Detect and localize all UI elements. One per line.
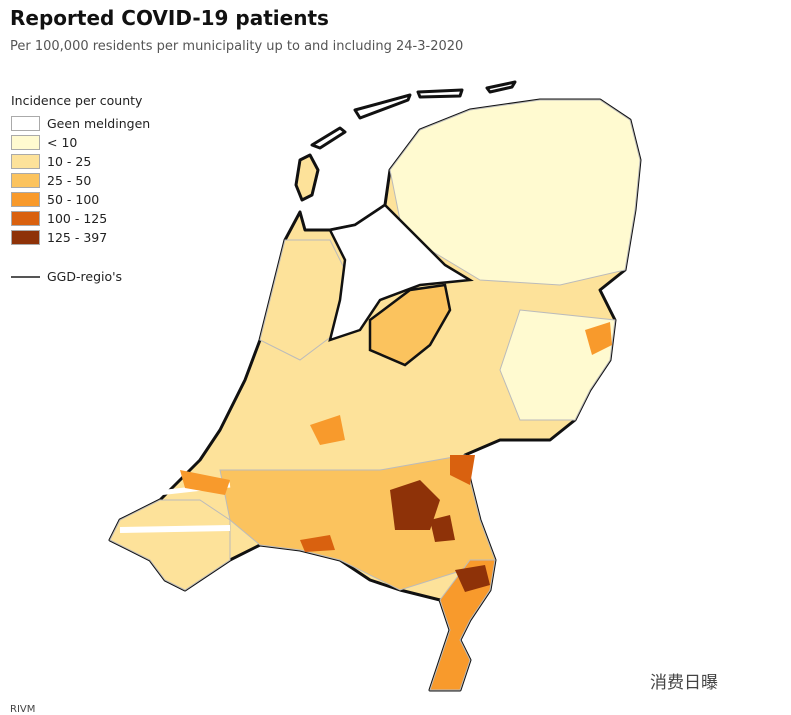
map-title: Reported COVID-19 patients: [10, 6, 329, 30]
legend-item: < 10: [11, 133, 150, 152]
legend-label: < 10: [47, 135, 78, 150]
legend-item: 100 - 125: [11, 209, 150, 228]
island-schiermonnikoog: [485, 80, 517, 94]
legend-item: 25 - 50: [11, 171, 150, 190]
hotspot-50-100: [310, 415, 345, 445]
hotspot-125-397: [390, 480, 440, 530]
legend-swatch: [11, 154, 40, 169]
island-terschelling: [353, 93, 412, 120]
region-limburg: [429, 559, 496, 691]
legend-label: 125 - 397: [47, 230, 108, 245]
boundary-line-swatch: [11, 275, 40, 278]
hotspot-125-397: [455, 565, 490, 592]
legend-item: 50 - 100: [11, 190, 150, 209]
map-subtitle: Per 100,000 residents per municipality u…: [10, 39, 464, 54]
legend-swatch: [11, 211, 40, 226]
legend-swatch: [11, 116, 40, 131]
legend-item: Geen meldingen: [11, 114, 150, 133]
legend-label: 50 - 100: [47, 192, 100, 207]
region-zeeland: [109, 499, 231, 591]
region-north-holland: [259, 239, 351, 361]
legend-label: GGD-regio's: [47, 269, 123, 284]
hotspot-50-100: [180, 470, 230, 495]
watermark: 消费日曝: [650, 673, 718, 693]
island-vlieland: [310, 126, 347, 150]
legend-label: 25 - 50: [47, 173, 92, 188]
legend: Incidence per county Geen meldingen < 10 1…: [11, 93, 150, 284]
legend-item: 125 - 397: [11, 228, 150, 247]
ijsselmeer: [328, 203, 474, 342]
region-north: [389, 99, 641, 286]
legend-title: Incidence per county: [11, 93, 143, 108]
legend-ggd-boundary: GGD-regio's: [11, 269, 150, 284]
region-overijssel-east: [499, 309, 616, 421]
legend-label: 100 - 125: [47, 211, 108, 226]
river-westerschelde: [119, 525, 231, 533]
legend-swatch: [11, 173, 40, 188]
legend-swatch: [11, 230, 40, 245]
hotspot-125-397: [430, 515, 455, 542]
hotspot-50-100: [450, 455, 475, 485]
island-texel: [294, 153, 320, 202]
legend-label: 10 - 25: [47, 154, 92, 169]
island-ameland: [416, 88, 464, 99]
legend-swatch: [11, 192, 40, 207]
legend-swatch: [11, 135, 40, 150]
hotspot-100-125: [300, 535, 335, 552]
flevoland: [368, 283, 452, 367]
source-credit: RIVM: [10, 704, 36, 715]
legend-label: Geen meldingen: [47, 116, 151, 131]
legend-item: 10 - 25: [11, 152, 150, 171]
hotspot-50-100: [585, 322, 612, 355]
